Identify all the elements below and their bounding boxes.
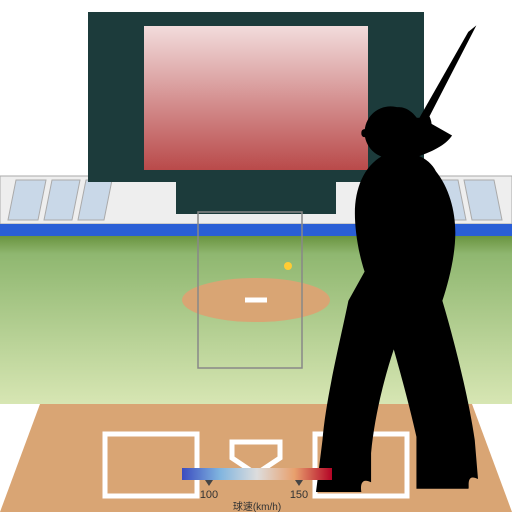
pitching-rubber (245, 298, 267, 303)
legend-tick-label: 150 (290, 489, 308, 501)
legend-label: 球速(km/h) (233, 500, 281, 512)
speed-legend-gradient (182, 468, 332, 480)
scoreboard-screen (144, 26, 368, 170)
scoreboard-neck (176, 182, 336, 214)
pitch-marker (284, 262, 292, 270)
legend-tick-label: 100 (200, 489, 218, 501)
